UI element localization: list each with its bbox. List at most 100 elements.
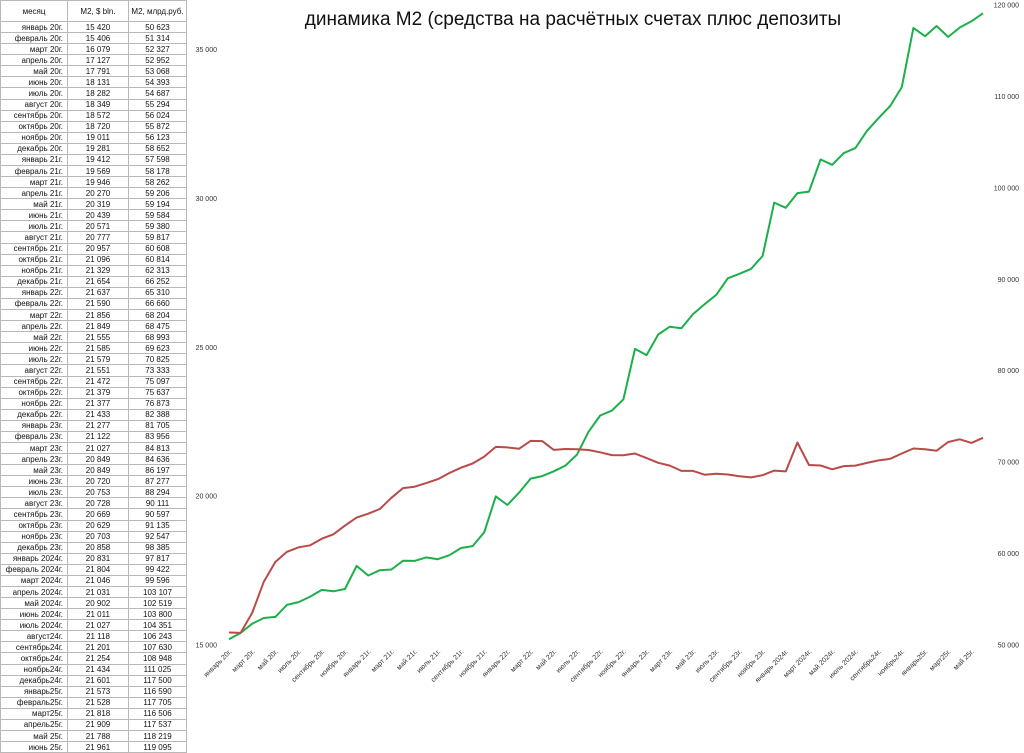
table-row: март25г. 21 818 116 506 — [0, 707, 187, 720]
cell-m2-usd: 19 946 — [67, 176, 129, 189]
table-row: ноябрь 22г. 21 377 76 873 — [0, 397, 187, 410]
cell-month: апрель 2024г. — [0, 585, 68, 599]
cell-m2-usd: 21 011 — [67, 608, 129, 621]
table-body: январь 20г. 15 420 50 623 февраль 20г. 15 40… — [0, 20, 187, 753]
cell-month: июнь 25г. — [0, 741, 68, 753]
table-row: август 22г. 21 551 73 333 — [0, 364, 187, 377]
cell-month: февраль 23г. — [0, 430, 68, 443]
table-row: апрель 23г. 20 849 84 636 — [0, 453, 187, 466]
cell-month: март 22г. — [0, 309, 68, 322]
x-tick-label: март 20г. — [231, 648, 257, 674]
cell-month: март25г. — [0, 707, 68, 720]
table-row: июль 21г. 20 571 59 380 — [0, 220, 187, 233]
table-row: апрель 20г. 17 127 52 952 — [0, 54, 187, 67]
cell-m2-usd: 15 406 — [67, 32, 129, 45]
cell-m2-rub: 60 814 — [128, 253, 187, 266]
x-tick-label: март 22г. — [510, 648, 536, 674]
cell-month: октябрь 21г. — [0, 253, 68, 266]
cell-m2-usd: 21 856 — [67, 309, 129, 322]
cell-m2-usd: 21 472 — [67, 375, 129, 388]
cell-m2-usd: 21 027 — [67, 441, 129, 455]
cell-month: апрель25г. — [0, 718, 68, 732]
cell-m2-rub: 111 025 — [128, 663, 187, 676]
cell-m2-rub: 84 813 — [128, 441, 187, 455]
cell-m2-rub: 62 313 — [128, 264, 187, 277]
cell-m2-usd: 20 319 — [67, 198, 129, 211]
cell-m2-usd: 19 569 — [67, 165, 129, 178]
table-row: апрель25г. 21 909 117 537 — [0, 718, 187, 732]
cell-month: сентябрь 20г. — [0, 109, 68, 122]
cell-m2-usd: 21 590 — [67, 297, 129, 311]
cell-m2-rub: 97 817 — [128, 552, 187, 565]
cell-month: ноябрь 20г. — [0, 131, 68, 144]
cell-m2-rub: 106 243 — [128, 630, 187, 643]
cell-m2-rub: 59 206 — [128, 187, 187, 200]
table-row: ноябрь24г. 21 434 111 025 — [0, 663, 187, 676]
table-row: май 2024г. 20 902 102 519 — [0, 597, 187, 610]
cell-month: ноябрь 22г. — [0, 397, 68, 410]
cell-m2-rub: 86 197 — [128, 464, 187, 477]
cell-month: август24г. — [0, 630, 68, 643]
cell-month: май 25г. — [0, 729, 68, 743]
cell-m2-rub: 91 135 — [128, 519, 187, 532]
cell-m2-usd: 21 031 — [67, 585, 129, 599]
cell-m2-usd: 21 433 — [67, 408, 129, 421]
cell-month: апрель 21г. — [0, 187, 68, 200]
right-tick-label: 110 000 — [994, 94, 1019, 101]
cell-m2-rub: 118 219 — [128, 729, 187, 743]
cell-m2-usd: 20 629 — [67, 519, 129, 532]
table-row: июль 22г. 21 579 70 825 — [0, 353, 187, 366]
cell-m2-usd: 19 412 — [67, 153, 129, 167]
cell-month: август 23г. — [0, 497, 68, 510]
x-tick-label: март 21г. — [370, 648, 396, 674]
cell-m2-rub: 68 993 — [128, 331, 187, 344]
table-row: июнь 23г. 20 720 87 277 — [0, 475, 187, 488]
cell-month: март 23г. — [0, 441, 68, 455]
cell-m2-usd: 15 420 — [67, 20, 129, 34]
table-row: март 21г. 19 946 58 262 — [0, 176, 187, 189]
cell-m2-usd: 19 011 — [67, 131, 129, 144]
cell-m2-rub: 90 111 — [128, 497, 187, 510]
cell-m2-usd: 21 122 — [67, 430, 129, 443]
cell-month: июнь 21г. — [0, 209, 68, 222]
cell-m2-usd: 21 096 — [67, 253, 129, 266]
table-row: август 23г. 20 728 90 111 — [0, 497, 187, 510]
cell-month: сентябрь 22г. — [0, 375, 68, 388]
cell-month: январь 23г. — [0, 419, 68, 432]
table-row: июнь 2024г. 21 011 103 800 — [0, 608, 187, 621]
cell-month: июль 23г. — [0, 486, 68, 499]
cell-m2-rub: 59 194 — [128, 198, 187, 211]
cell-month: ноябрь24г. — [0, 663, 68, 676]
table-row: июнь 22г. 21 585 69 623 — [0, 342, 187, 355]
cell-m2-rub: 68 475 — [128, 320, 187, 333]
series-lines — [228, 12, 984, 641]
cell-month: июль 2024г. — [0, 619, 68, 632]
cell-month: август 20г. — [0, 98, 68, 111]
cell-m2-usd: 16 079 — [67, 43, 129, 56]
cell-m2-rub: 69 623 — [128, 342, 187, 355]
cell-month: май 23г. — [0, 464, 68, 477]
cell-m2-rub: 116 506 — [128, 707, 187, 720]
cell-m2-rub: 102 519 — [128, 597, 187, 610]
cell-m2-usd: 21 654 — [67, 275, 129, 288]
cell-m2-usd: 21 201 — [67, 641, 129, 654]
cell-month: июль 22г. — [0, 353, 68, 366]
x-axis-ticks: январь 20г.март 20г. май 20г.июль 20г.сен… — [203, 648, 976, 685]
table-row: январь 2024г. 20 831 97 817 — [0, 552, 187, 565]
cell-m2-rub: 75 637 — [128, 386, 187, 399]
table-row: март 20г. 16 079 52 327 — [0, 43, 187, 56]
table-row: апрель 22г. 21 849 68 475 — [0, 320, 187, 333]
cell-month: ноябрь 21г. — [0, 264, 68, 277]
left-tick-label: 20 000 — [196, 494, 218, 501]
cell-month: июнь 22г. — [0, 342, 68, 355]
cell-m2-usd: 17 791 — [67, 65, 129, 78]
cell-m2-usd: 21 573 — [67, 685, 129, 698]
cell-m2-usd: 21 601 — [67, 674, 129, 687]
right-tick-label: 80 000 — [998, 368, 1020, 375]
table-row: февраль 22г. 21 590 66 660 — [0, 297, 187, 311]
table-row: октябрь 22г. 21 379 75 637 — [0, 386, 187, 399]
table-row: июль 20г. 18 282 54 687 — [0, 87, 187, 100]
right-tick-label: 50 000 — [998, 643, 1020, 650]
cell-m2-rub: 81 705 — [128, 419, 187, 432]
x-tick-label: май 22г. — [534, 648, 558, 672]
